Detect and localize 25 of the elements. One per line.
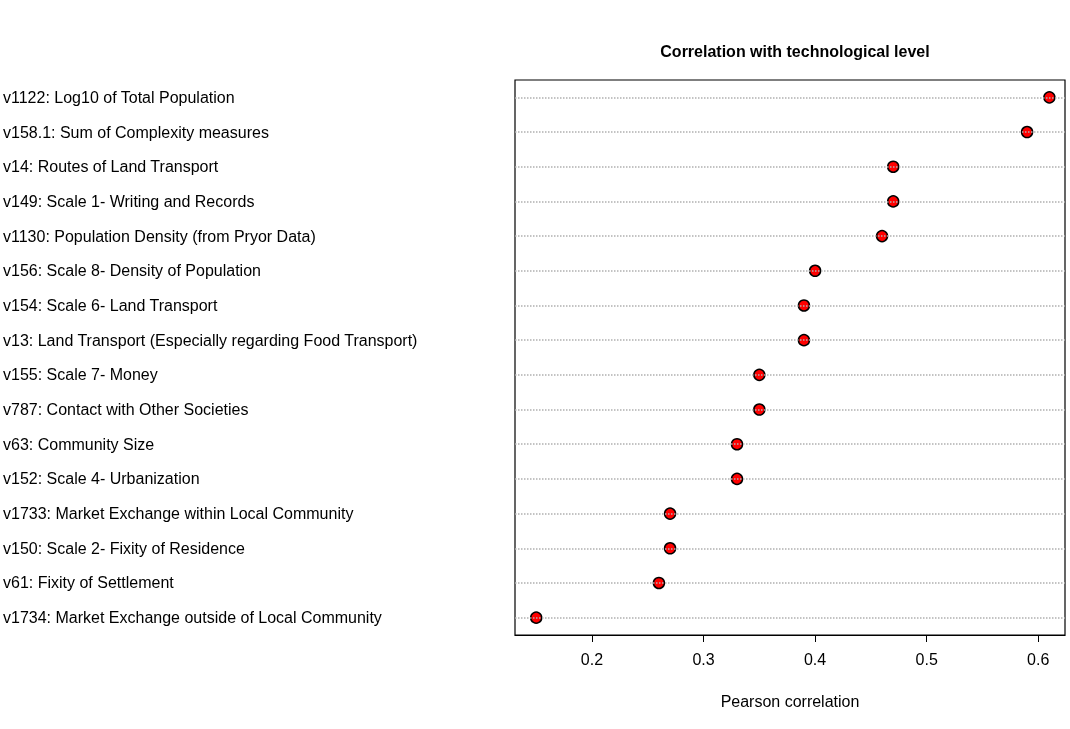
- x-tick-label: 0.6: [1027, 650, 1050, 668]
- x-tick-label: 0.2: [580, 650, 604, 668]
- x-tick-label: 0.3: [692, 650, 715, 668]
- y-tick-label: v1122: Log10 of Total Population: [3, 88, 235, 106]
- y-tick-label: v156: Scale 8- Density of Population: [3, 262, 261, 280]
- y-tick-label: v1734: Market Exchange outside of Local Community: [3, 609, 382, 627]
- y-tick-label: v63: Community Size: [3, 435, 155, 453]
- y-tick-label: v152: Scale 4- Urbanization: [3, 470, 200, 488]
- x-tick-label: 0.5: [915, 650, 938, 668]
- y-tick-label: v158.1: Sum of Complexity measures: [3, 123, 269, 141]
- y-tick-label: v154: Scale 6- Land Transport: [3, 296, 218, 314]
- y-tick-label: v149: Scale 1- Writing and Records: [3, 192, 255, 210]
- chart-title: Correlation with technological level: [660, 42, 930, 60]
- point: [663, 507, 677, 520]
- y-tick-label: v787: Contact with Other Societies: [3, 401, 249, 419]
- y-tick-label: v14: Routes of Land Transport: [3, 158, 219, 176]
- point: [797, 299, 811, 312]
- y-tick-label: v150: Scale 2- Fixity of Residence: [3, 539, 245, 557]
- y-tick-label: v61: Fixity of Settlement: [3, 574, 175, 592]
- y-tick-label: v13: Land Transport (Especially regarding Food Transport): [3, 331, 418, 349]
- x-tick-label: 0.4: [803, 650, 827, 668]
- y-tick-label: v155: Scale 7- Money: [3, 366, 158, 384]
- y-tick-label: v1130: Population Density (from Pryor Data): [3, 227, 316, 245]
- x-axis-title: Pearson correlation: [720, 692, 860, 710]
- y-tick-label: v1733: Market Exchange within Local Community: [3, 505, 354, 523]
